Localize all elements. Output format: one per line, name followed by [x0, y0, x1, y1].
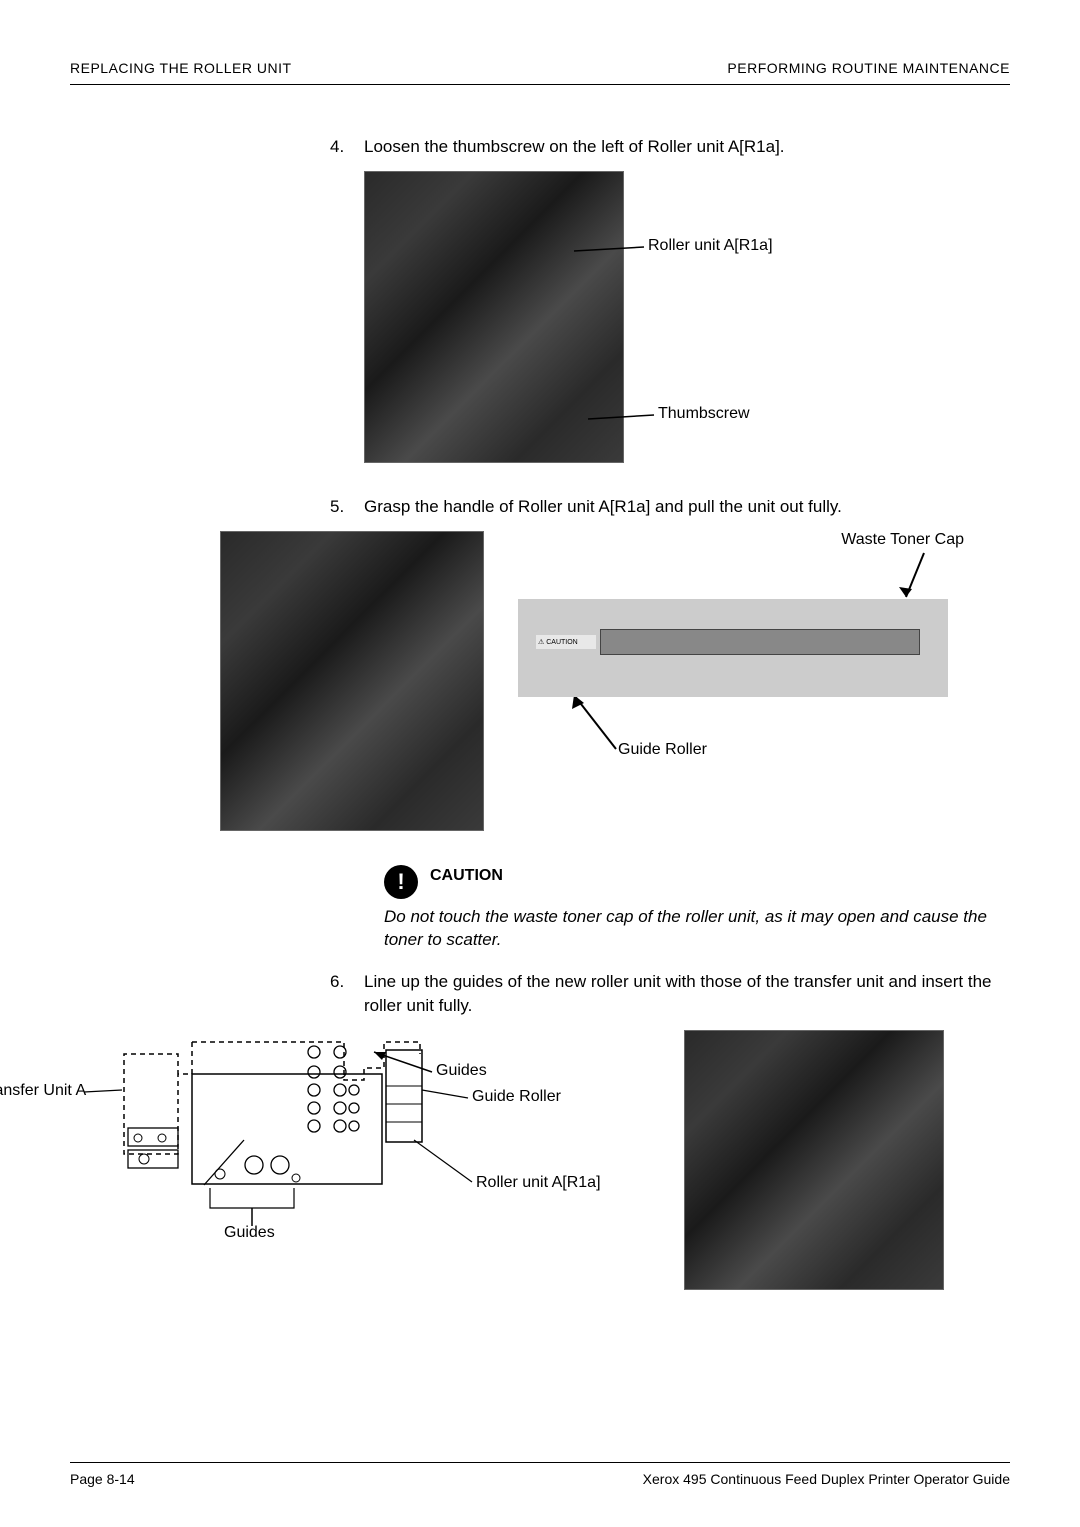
- photo-pull-handle: [220, 531, 484, 831]
- label-guide-roller: Guide Roller: [618, 741, 707, 759]
- step-6: 6. Line up the guides of the new roller …: [330, 970, 1010, 1018]
- figure-step4: Roller unit A[R1a] Thumbscrew: [364, 171, 904, 471]
- caution-icon: !: [384, 865, 418, 899]
- step-4-text: Loosen the thumbscrew on the left of Rol…: [364, 135, 785, 159]
- step-6-text: Line up the guides of the new roller uni…: [364, 970, 1010, 1018]
- step-5: 5. Grasp the handle of Roller unit A[R1a…: [330, 495, 1010, 519]
- photo-insert-roller: [684, 1030, 944, 1290]
- step-4-number: 4.: [330, 135, 364, 159]
- label-roller-unit: Roller unit A[R1a]: [648, 237, 773, 255]
- label-transfer-unit-a: Transfer Unit A: [0, 1082, 86, 1100]
- photo-roller-long: ⚠ CAUTION: [518, 599, 948, 697]
- step-5-number: 5.: [330, 495, 364, 519]
- header-rule: [70, 84, 1010, 85]
- footer-right: Xerox 495 Continuous Feed Duplex Printer…: [643, 1471, 1010, 1487]
- caution-text: Do not touch the waste toner cap of the …: [384, 905, 1010, 953]
- caution-block: ! CAUTION Do not touch the waste toner c…: [384, 861, 1010, 953]
- step-4: 4. Loosen the thumbscrew on the left of …: [330, 135, 1010, 159]
- photo-thumbscrew: [364, 171, 624, 463]
- label-roller-unit-2: Roller unit A[R1a]: [476, 1174, 601, 1192]
- label-waste-toner-cap: Waste Toner Cap: [841, 531, 964, 549]
- label-guides-top: Guides: [436, 1062, 487, 1080]
- label-guide-roller-2: Guide Roller: [472, 1088, 561, 1106]
- header-left: REPLACING THE ROLLER UNIT: [70, 60, 292, 76]
- label-guides-bottom: Guides: [224, 1224, 275, 1242]
- footer-left: Page 8-14: [70, 1471, 135, 1487]
- diagram-transfer-unit: Transfer Unit A Guides Guide Roller Roll…: [84, 1030, 564, 1256]
- step-6-number: 6.: [330, 970, 364, 1018]
- caution-strip-icon: ⚠ CAUTION: [536, 635, 596, 649]
- label-thumbscrew: Thumbscrew: [658, 405, 750, 423]
- page-header: REPLACING THE ROLLER UNIT PERFORMING ROU…: [70, 60, 1010, 76]
- step-5-text: Grasp the handle of Roller unit A[R1a] a…: [364, 495, 842, 519]
- figure-step6-row: Transfer Unit A Guides Guide Roller Roll…: [70, 1030, 1010, 1290]
- figure-step5-row: Waste Toner Cap ⚠ CAUTION Guide Roller: [70, 531, 1010, 831]
- footer-rule: [70, 1462, 1010, 1463]
- header-right: PERFORMING ROUTINE MAINTENANCE: [727, 60, 1010, 76]
- caution-title: CAUTION: [430, 867, 503, 885]
- page-footer: Page 8-14 Xerox 495 Continuous Feed Dupl…: [70, 1471, 1010, 1487]
